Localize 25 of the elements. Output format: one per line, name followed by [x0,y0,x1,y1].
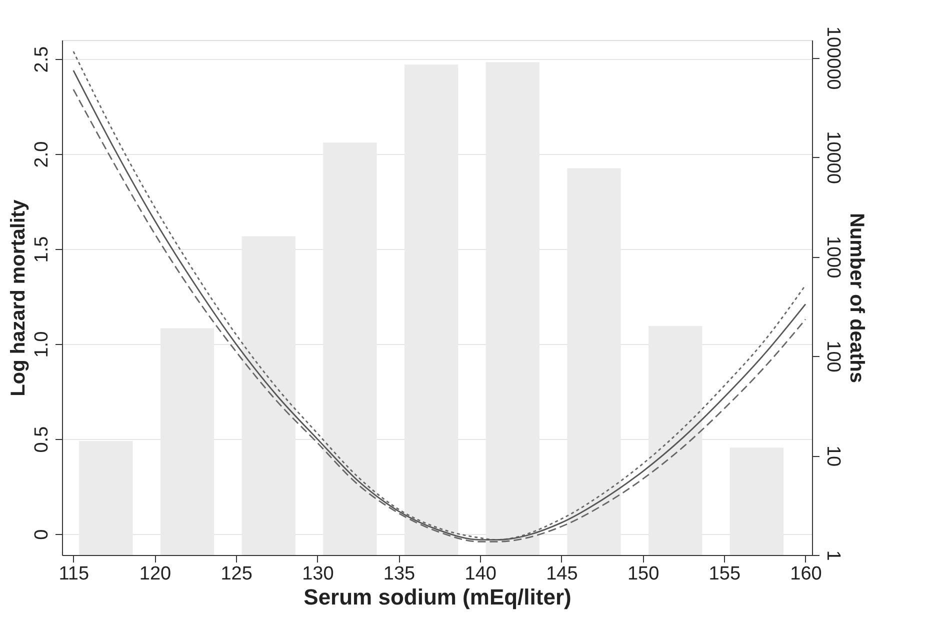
x-tick-label: 145 [546,564,578,584]
y2-tick-label: 1 [822,550,844,561]
x-tick-label: 130 [302,564,334,584]
y2-tick-label: 1000 [822,236,844,278]
y-tick-label: 0.5 [32,426,52,453]
x-axis-title: Serum sodium (mEq/liter) [304,584,572,610]
x-tick-label: 135 [383,564,416,584]
x-tick-label: 125 [220,564,252,584]
y2-tick-label: 100 [822,340,844,372]
x-tick-label: 150 [627,564,660,584]
y-tick-label: 2.0 [32,141,52,168]
y2-tick-label: 10000 [822,131,844,184]
y-tick-label: 2.5 [32,46,52,73]
y2-axis-title: Number of deaths [846,212,868,384]
y2-tick-label: 100000 [822,26,844,90]
y2-tick-label: 10 [822,445,844,467]
x-tick-label: 120 [139,564,172,584]
x-tick-label: 155 [708,564,740,584]
x-tick-label: 140 [464,564,496,584]
y-tick-label: 1.0 [32,331,52,358]
y-axis-title: Log hazard mortality [8,198,30,396]
x-tick-label: 160 [790,564,822,584]
y-tick-label: 0 [32,529,52,540]
y-tick-label: 1.5 [32,236,52,263]
x-tick-label: 115 [58,564,90,584]
